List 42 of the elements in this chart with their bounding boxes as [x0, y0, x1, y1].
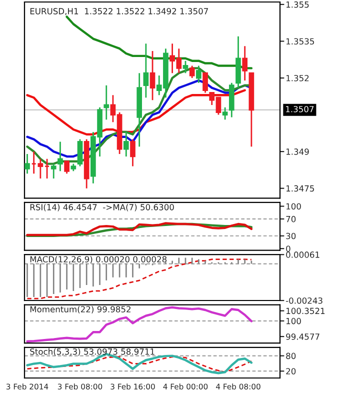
candlestick — [38, 158, 44, 180]
chart-title: Momentum(22) 99.9852 — [30, 306, 130, 314]
candlestick — [58, 141, 63, 172]
candlestick — [202, 72, 208, 94]
candlestick — [24, 153, 30, 174]
candlestick — [150, 50, 156, 101]
candlestick — [182, 60, 188, 74]
y-tick-label: 20 — [286, 368, 296, 374]
y-tick-label: -0.00243 — [286, 297, 322, 304]
candlestick — [143, 42, 149, 98]
candlestick — [196, 65, 202, 84]
y-tick-label: 99.4577 — [286, 334, 320, 340]
candlestick — [104, 84, 110, 120]
text: EURUSD,H1 1.3522 1.3522 1.3492 1.3507 — [30, 8, 208, 16]
line-series — [26, 356, 252, 373]
y-tick-label: 1.3535 — [286, 38, 314, 45]
y-tick-label: 0.00061 — [286, 252, 320, 258]
y-tick-label: 70 — [286, 216, 296, 222]
candlestick — [77, 138, 83, 167]
candlestick — [222, 106, 228, 120]
chart-title: MACD(12,26,9) 0.00020 0.00028 — [30, 256, 167, 264]
y-tick-label: 1.3475 — [286, 185, 314, 192]
ref-line-label: 1.3507 — [286, 106, 314, 112]
candlestick — [242, 45, 248, 82]
candlestick — [50, 163, 56, 180]
y-tick-label: 100 — [286, 318, 301, 324]
y-tick-label: 30 — [286, 232, 296, 240]
candlestick — [189, 65, 195, 79]
candlestick — [64, 160, 70, 174]
y-tick-label: 1.349 — [286, 148, 309, 155]
line-series — [26, 306, 253, 342]
y-tick-label: 1.352 — [286, 74, 309, 82]
chart-title: Stoch(5,3,3) 53.0973 58.9711 — [30, 348, 154, 356]
candlestick — [123, 131, 129, 158]
y-tick-label: 100.3521 — [286, 308, 325, 314]
candlestick — [130, 138, 136, 167]
y-tick-label: 100 — [286, 203, 301, 210]
y-tick-label: 0 — [286, 246, 290, 252]
line-series — [26, 89, 246, 136]
y-tick-label: 80 — [286, 352, 296, 360]
chart-title: RSI(14) 46.4547 ->MA(7) 50.6300 — [30, 204, 174, 212]
y-tick-label: 1.355 — [286, 1, 309, 8]
